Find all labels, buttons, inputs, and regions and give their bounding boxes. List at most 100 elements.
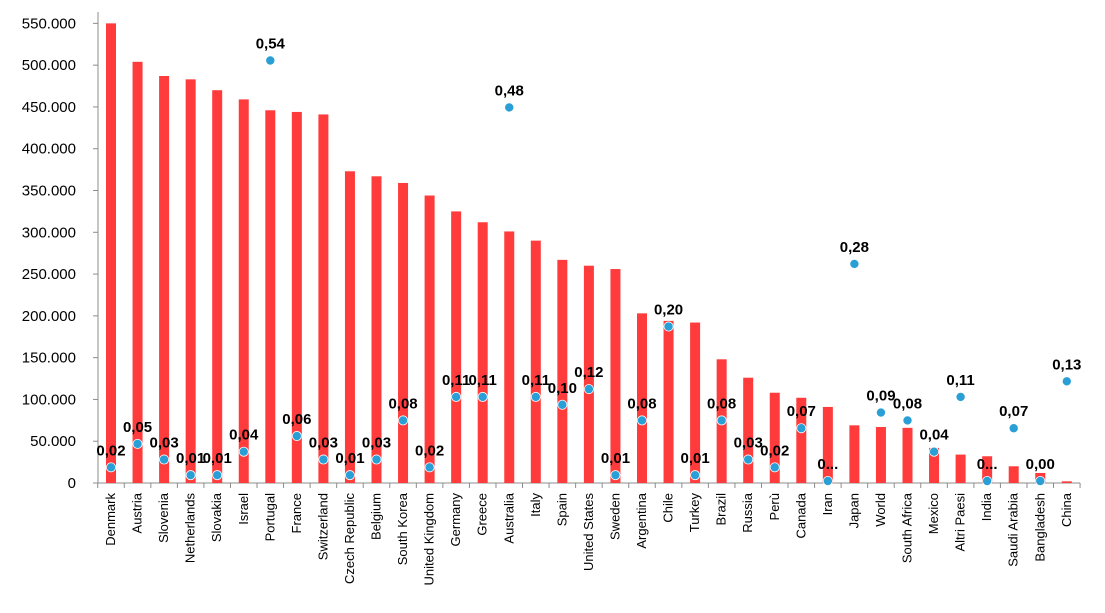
bar bbox=[663, 320, 674, 483]
data-point bbox=[424, 462, 435, 473]
data-point bbox=[822, 475, 833, 486]
data-label: 0,28 bbox=[840, 239, 869, 256]
data-labels: 0,020,050,030,010,010,040,540,060,030,01… bbox=[96, 36, 1081, 474]
x-tick-label: India bbox=[979, 492, 994, 521]
data-point bbox=[398, 415, 409, 426]
points bbox=[106, 55, 1072, 486]
x-tick-label: Israel bbox=[236, 493, 251, 525]
data-point bbox=[451, 391, 462, 402]
data-point bbox=[318, 454, 329, 465]
data-point bbox=[929, 446, 940, 457]
x-tick-label: Greece bbox=[475, 493, 490, 536]
bar bbox=[106, 23, 116, 483]
data-label: 0,03 bbox=[149, 435, 178, 452]
x-tick-label: China bbox=[1059, 492, 1074, 527]
x-tick-label: Slovenia bbox=[156, 492, 171, 543]
x-tick-label: Italy bbox=[528, 493, 543, 517]
data-label: 0... bbox=[817, 456, 838, 473]
data-point bbox=[504, 102, 515, 113]
bar bbox=[318, 114, 329, 483]
data-label: 0,20 bbox=[654, 302, 683, 319]
data-point bbox=[796, 423, 807, 434]
x-tick-label: Bangladesh bbox=[1032, 493, 1047, 562]
y-tick-label: 400.000 bbox=[22, 141, 76, 158]
x-tick-label: Sweden bbox=[607, 493, 622, 540]
bar bbox=[955, 454, 966, 483]
data-label: 0,01 bbox=[601, 450, 630, 467]
data-point bbox=[690, 470, 701, 481]
x-tick-label: South Africa bbox=[900, 492, 915, 563]
data-label: 0,07 bbox=[787, 403, 816, 420]
bar bbox=[477, 222, 488, 483]
data-label: 0,08 bbox=[388, 395, 417, 412]
data-label: 0,05 bbox=[123, 419, 152, 436]
data-point bbox=[982, 475, 993, 486]
x-tick-label: Portugal bbox=[262, 493, 277, 542]
bar bbox=[929, 447, 940, 483]
bar bbox=[398, 182, 409, 483]
bar bbox=[610, 269, 621, 483]
x-tick-label: Turkey bbox=[687, 493, 702, 533]
data-label: 0,12 bbox=[574, 364, 603, 381]
x-tick-label: Brazil bbox=[714, 493, 729, 526]
data-point bbox=[477, 391, 488, 402]
y-tick-label: 450.000 bbox=[22, 99, 76, 116]
data-point bbox=[1008, 423, 1019, 434]
x-tick-label: Mexico bbox=[926, 493, 941, 534]
bar bbox=[1008, 466, 1019, 483]
data-label: 0,11 bbox=[442, 372, 470, 389]
data-point bbox=[212, 470, 223, 481]
axes: 0 50.000 100.000 150.000 200.000 250.000 300.0… bbox=[22, 12, 1081, 586]
x-tick-label: Austria bbox=[130, 492, 145, 533]
data-label: 0... bbox=[977, 456, 998, 473]
x-tick-label: Netherlands bbox=[183, 493, 198, 564]
bar bbox=[690, 322, 701, 483]
y-tick-label: 550.000 bbox=[22, 15, 76, 32]
data-label: 0,00 bbox=[1026, 456, 1055, 473]
data-point bbox=[849, 258, 860, 269]
data-label: 0,01 bbox=[176, 450, 205, 467]
x-tick-label: Spain bbox=[554, 493, 569, 526]
data-point bbox=[902, 415, 913, 426]
bar bbox=[1061, 481, 1072, 483]
y-tick-label: 200.000 bbox=[22, 308, 76, 325]
x-tick-label: Saudi Arabia bbox=[1006, 492, 1021, 566]
x-tick-label: Chile bbox=[661, 493, 676, 523]
bar bbox=[344, 171, 355, 483]
data-point bbox=[955, 391, 966, 402]
data-label: 0,02 bbox=[96, 442, 125, 459]
bar bbox=[291, 111, 302, 483]
data-point bbox=[1061, 376, 1072, 387]
x-tick-label: Argentina bbox=[634, 492, 649, 548]
bar bbox=[185, 79, 196, 483]
bar bbox=[265, 110, 276, 484]
data-label: 0,03 bbox=[309, 435, 338, 452]
data-label: 0,09 bbox=[866, 388, 895, 405]
y-tick-label: 350.000 bbox=[22, 183, 76, 200]
data-point bbox=[769, 462, 780, 473]
bar bbox=[796, 397, 807, 483]
bar bbox=[159, 76, 170, 483]
x-tick-label: Australia bbox=[501, 492, 516, 543]
data-label: 0,04 bbox=[229, 427, 259, 444]
bar bbox=[530, 240, 541, 483]
x-tick-label: Belgium bbox=[369, 493, 384, 540]
bar bbox=[557, 259, 568, 483]
data-point bbox=[875, 407, 886, 418]
data-label: 0,11 bbox=[469, 372, 497, 389]
data-label: 0,07 bbox=[999, 403, 1028, 420]
bar bbox=[902, 427, 913, 483]
bar bbox=[212, 90, 223, 483]
data-label: 0,02 bbox=[415, 442, 444, 459]
y-tick-label: 250.000 bbox=[22, 266, 76, 283]
data-label: 0,11 bbox=[946, 372, 974, 389]
x-tick-label: Iran bbox=[820, 493, 835, 515]
data-label: 0,13 bbox=[1052, 356, 1081, 373]
bars bbox=[106, 23, 1072, 484]
bar bbox=[424, 195, 435, 483]
data-point bbox=[291, 431, 302, 442]
data-point bbox=[265, 55, 276, 66]
data-label: 0,02 bbox=[760, 442, 789, 459]
x-tick-label: Perù bbox=[767, 493, 782, 520]
